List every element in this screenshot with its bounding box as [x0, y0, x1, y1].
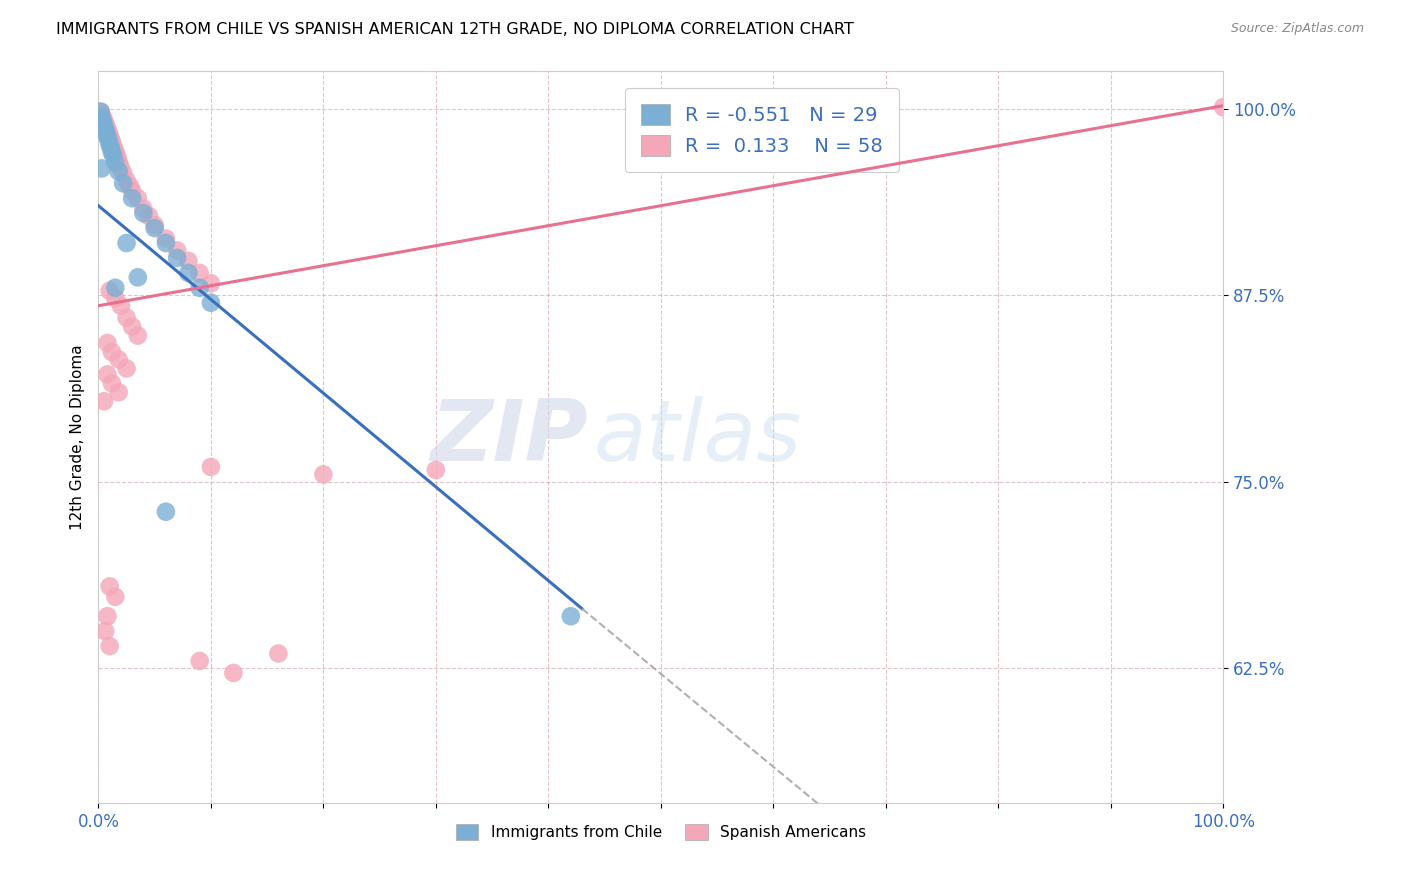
Point [155, 231, 177, 245]
Point [96, 336, 118, 351]
Point [127, 328, 149, 343]
Point [98, 284, 121, 298]
Point [188, 654, 211, 668]
Point [121, 319, 143, 334]
Point [104, 590, 127, 604]
Point [107, 164, 129, 178]
Point [105, 148, 128, 162]
Point [222, 665, 245, 680]
Point [100, 140, 122, 154]
Point [121, 191, 143, 205]
Point [155, 505, 177, 519]
Text: Source: ZipAtlas.com: Source: ZipAtlas.com [1230, 22, 1364, 36]
Point [177, 266, 200, 280]
Point [94, 624, 117, 639]
Point [132, 202, 155, 216]
Point [101, 145, 124, 159]
Point [104, 145, 127, 159]
Point [96, 120, 118, 134]
Point [425, 463, 447, 477]
Point [96, 368, 118, 382]
Point [97, 133, 120, 147]
Point [312, 467, 335, 482]
Point [200, 459, 222, 474]
Point [98, 639, 121, 653]
Point [115, 310, 138, 325]
Y-axis label: 12th Grade, No Diploma: 12th Grade, No Diploma [69, 344, 84, 530]
Point [177, 254, 200, 268]
Point [132, 206, 155, 220]
Point [91, 111, 114, 125]
Point [188, 266, 211, 280]
Point [267, 647, 290, 661]
Point [94, 122, 117, 136]
Point [103, 142, 125, 156]
Point [90, 104, 112, 119]
Point [93, 113, 115, 128]
Point [96, 126, 118, 140]
Point [155, 235, 177, 250]
Point [115, 235, 138, 250]
Point [90, 111, 112, 125]
Point [97, 126, 120, 140]
Point [98, 579, 121, 593]
Point [166, 251, 188, 265]
Point [96, 130, 118, 145]
Point [94, 117, 117, 131]
Point [560, 609, 582, 624]
Point [100, 131, 122, 145]
Point [200, 295, 222, 310]
Point [110, 161, 132, 176]
Point [90, 108, 112, 122]
Point [91, 115, 114, 129]
Text: ZIP: ZIP [430, 395, 588, 479]
Point [107, 155, 129, 169]
Point [96, 609, 118, 624]
Point [104, 155, 127, 169]
Point [90, 104, 112, 119]
Point [104, 291, 127, 305]
Point [93, 394, 115, 409]
Legend: Immigrants from Chile, Spanish Americans: Immigrants from Chile, Spanish Americans [450, 818, 872, 847]
Text: atlas: atlas [593, 395, 801, 479]
Point [110, 299, 132, 313]
Point [101, 376, 124, 391]
Point [115, 173, 138, 187]
Point [104, 281, 127, 295]
Text: IMMIGRANTS FROM CHILE VS SPANISH AMERICAN 12TH GRADE, NO DIPLOMA CORRELATION CHA: IMMIGRANTS FROM CHILE VS SPANISH AMERICA… [56, 22, 853, 37]
Point [101, 135, 124, 149]
Point [127, 270, 149, 285]
Point [98, 128, 121, 143]
Point [101, 345, 124, 359]
Point [107, 352, 129, 367]
Point [121, 184, 143, 198]
Point [101, 148, 124, 162]
Point [188, 281, 211, 295]
Point [115, 361, 138, 376]
Point [107, 151, 129, 165]
Point [93, 118, 115, 132]
Point [98, 137, 121, 152]
Point [112, 166, 135, 180]
Point [143, 221, 166, 235]
Point [138, 209, 160, 223]
Point [200, 277, 222, 291]
Point [143, 218, 166, 232]
Point [90, 161, 112, 176]
Point [1212, 100, 1234, 114]
Point [166, 244, 188, 258]
Point [108, 158, 131, 172]
Point [107, 385, 129, 400]
Point [127, 191, 149, 205]
Point [112, 177, 135, 191]
Point [118, 179, 141, 194]
Point [96, 122, 118, 136]
Point [101, 139, 124, 153]
